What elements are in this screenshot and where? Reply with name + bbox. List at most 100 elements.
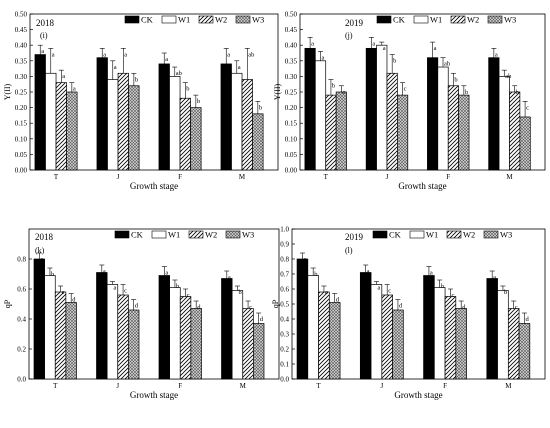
y-axis-label: qP (271, 299, 280, 308)
bar-ck-t (34, 54, 46, 171)
legend-swatch-w3 (225, 230, 241, 239)
year-label: 2018 (35, 232, 54, 242)
y-tick-label: 0.30 (285, 73, 298, 81)
bar-w1-j (107, 79, 119, 171)
x-tick-label: J (380, 382, 383, 390)
y-tick-label: 0.45 (15, 26, 28, 34)
legend-label: W3 (242, 230, 254, 240)
bar-w1-f (437, 66, 449, 171)
y-tick-label: 0.20 (15, 104, 28, 112)
significance-letter: d (135, 303, 139, 310)
legend-swatch-w1 (413, 15, 429, 24)
legend-swatch-ck (372, 230, 388, 239)
significance-letter: b (393, 58, 396, 65)
bar-w1-j (376, 44, 388, 171)
y-tick-label: 0.0 (280, 376, 289, 384)
significance-letter: b (504, 289, 507, 296)
legend-label: W1 (426, 230, 438, 240)
bar-w2-f (179, 296, 192, 380)
significance-letter: a (103, 268, 106, 275)
y-tick-label: 0.25 (285, 89, 298, 97)
y-tick-label: 0.1 (280, 361, 289, 369)
significance-letter: d (260, 316, 264, 323)
significance-letter: a (383, 45, 386, 52)
significance-letter: a (493, 274, 496, 281)
bar-w1-m (231, 290, 244, 380)
bar-w2-f (179, 97, 191, 171)
bar-ck-m (488, 57, 500, 171)
bar-w3-t (65, 302, 77, 380)
legend-swatch-ck (124, 15, 140, 24)
legend-swatch-w1 (151, 230, 167, 239)
legend-swatch-w3 (235, 15, 251, 24)
y-tick-label: 0.6 (280, 286, 289, 294)
year-label: 2018 (36, 18, 55, 28)
bar-w2-t (325, 94, 337, 171)
significance-letter: b (186, 86, 189, 93)
bar-ck-m (220, 63, 232, 171)
bar-w2-m (507, 308, 520, 380)
significance-letter: b (314, 271, 317, 278)
y-tick-label: 0.6 (17, 286, 26, 294)
bar-ck-j (96, 57, 108, 171)
y-tick-label: 0.2 (17, 346, 26, 354)
significance-letter: c (526, 104, 529, 111)
bar-w1-t (44, 275, 56, 380)
y-tick-label: 0.00 (285, 167, 298, 175)
bar-w3-j (128, 85, 140, 171)
y-axis-label: Y(II) (3, 83, 12, 100)
legend-swatch-w2 (450, 15, 466, 24)
bar-w2-j (381, 294, 393, 380)
significance-letter: c (451, 292, 454, 299)
significance-letter: a (311, 40, 314, 47)
y-tick-label: 0.4 (280, 316, 289, 324)
bar-w3-f (458, 94, 470, 171)
bar-w3-m (518, 323, 531, 380)
x-tick-label: F (178, 382, 182, 390)
significance-letter: c (249, 304, 252, 311)
bar-ck-m (486, 278, 498, 380)
significance-letter: ab (505, 73, 511, 80)
y-axis-label: Y(II) (273, 83, 282, 100)
legend-label: CK (389, 230, 402, 240)
x-axis-label: Growth stage (130, 181, 178, 191)
bar-w2-m (242, 308, 254, 380)
bar-w1-m (497, 290, 509, 380)
significance-letter: a (430, 270, 433, 277)
y-tick-label: 0.20 (285, 104, 298, 112)
x-tick-label: J (116, 382, 119, 390)
legend-swatch-w3 (487, 15, 503, 24)
significance-letter: a (372, 40, 375, 47)
significance-letter: d (197, 304, 201, 311)
significance-letter: b (197, 98, 200, 105)
significance-letter: c (187, 292, 190, 299)
legend-swatch-ck (376, 15, 392, 24)
significance-letter: d (462, 304, 466, 311)
y-tick-label: 0.10 (285, 135, 298, 143)
bar-ck-j (365, 47, 377, 171)
y-tick-label: 0.9 (280, 241, 289, 249)
significance-letter: d (336, 297, 340, 304)
y-tick-label: 0.45 (285, 26, 298, 34)
significance-letter: a (40, 256, 43, 263)
significance-letter: a (238, 64, 241, 71)
significance-letter: b (259, 104, 262, 111)
significance-letter: a (113, 285, 116, 292)
y-tick-label: 0.00 (15, 167, 28, 175)
bar-w1-f (433, 287, 446, 380)
bar-ck-f (423, 275, 435, 380)
legend-label: W1 (430, 15, 442, 25)
legend-swatch-ck (114, 230, 130, 239)
bar-w2-f (444, 296, 457, 380)
x-tick-label: M (506, 173, 513, 181)
bar-ck-t (296, 258, 309, 380)
significance-letter: c (62, 289, 65, 296)
bar-w2-f (447, 85, 459, 171)
legend-swatch-w2 (446, 230, 462, 239)
bar-ck-f (427, 57, 439, 171)
bar-w3-f (455, 308, 467, 380)
y-tick-label: 0.05 (15, 151, 28, 159)
significance-letter: b (51, 271, 54, 278)
x-tick-label: T (53, 382, 58, 390)
